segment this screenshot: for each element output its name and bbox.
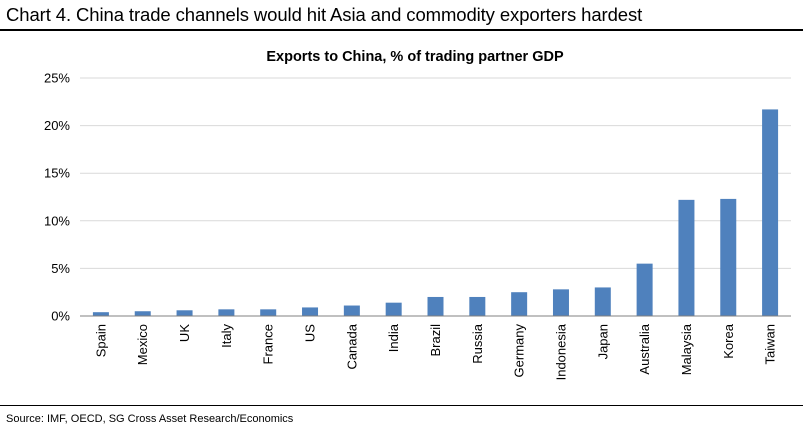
bar-brazil	[427, 296, 444, 316]
bar-italy	[218, 309, 235, 316]
x-tick-label: Germany	[512, 324, 527, 378]
x-tick-label: US	[303, 324, 318, 342]
bar-spain	[92, 312, 109, 316]
y-tick-label: 10%	[44, 213, 70, 228]
bar-uk	[176, 310, 193, 316]
heading-rule	[0, 29, 803, 31]
x-tick-label: Canada	[344, 323, 359, 369]
y-tick-label: 25%	[44, 71, 70, 86]
bar-mexico	[134, 311, 151, 316]
x-tick-label: UK	[177, 324, 192, 342]
bar-france	[260, 309, 277, 316]
y-tick-label: 0%	[51, 309, 70, 324]
x-tick-label: Russia	[470, 323, 485, 364]
x-tick-label: Mexico	[135, 324, 150, 365]
y-tick-label: 5%	[51, 261, 70, 276]
bar-korea	[720, 198, 737, 316]
x-tick-label: Korea	[721, 323, 736, 358]
bar-india	[385, 302, 402, 316]
chart-heading: Chart 4. China trade channels would hit …	[6, 4, 643, 25]
x-tick-label: Malaysia	[679, 323, 694, 375]
bars	[92, 109, 779, 316]
x-tick-label: Indonesia	[553, 323, 568, 380]
x-axis-ticks: Spain Mexico UK Italy France US Canada India Bra…	[93, 323, 777, 380]
x-tick-label: Taiwan	[763, 324, 778, 364]
bar-indonesia	[552, 289, 569, 316]
bar-malaysia	[678, 199, 695, 316]
bar-russia	[469, 296, 486, 316]
y-tick-label: 15%	[44, 166, 70, 181]
x-tick-label: Brazil	[428, 324, 443, 357]
source-note: Source: IMF, OECD, SG Cross Asset Resear…	[6, 413, 294, 425]
x-tick-label: Spain	[93, 324, 108, 357]
x-tick-label: Italy	[219, 324, 234, 348]
gridlines	[80, 77, 791, 269]
chart-title: Exports to China, % of trading partner G…	[266, 49, 564, 65]
x-tick-label: Japan	[595, 324, 610, 359]
bar-japan	[594, 287, 611, 316]
bar-canada	[343, 305, 360, 316]
source-rule	[0, 405, 803, 406]
x-tick-label: France	[261, 324, 276, 364]
y-tick-label: 20%	[44, 118, 70, 133]
x-tick-label: Australia	[637, 323, 652, 374]
bar-us	[302, 307, 319, 316]
x-tick-label: India	[386, 323, 401, 352]
bar-germany	[511, 292, 528, 316]
y-axis-ticks: 0% 5% 10% 15% 20% 25%	[44, 71, 70, 324]
bar-australia	[636, 263, 653, 316]
bar-chart: Exports to China, % of trading partner G…	[44, 49, 791, 380]
bar-taiwan	[762, 109, 779, 316]
